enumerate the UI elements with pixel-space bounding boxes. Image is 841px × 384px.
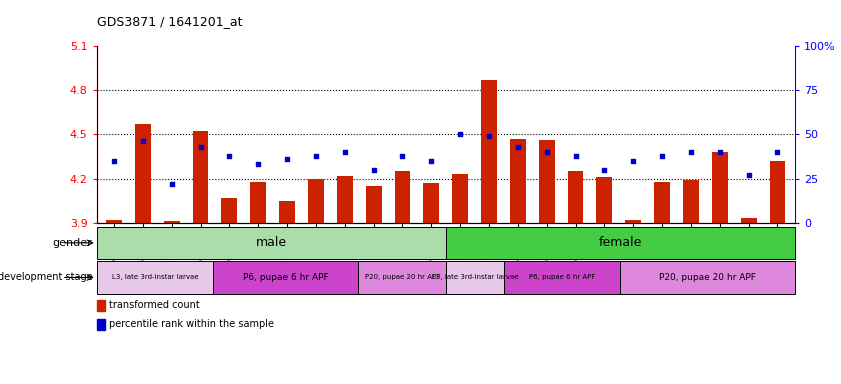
Bar (539, 140, 554, 223)
Point (396, 152, 410, 159)
Point (627, 158, 640, 164)
Bar (221, 198, 237, 223)
Bar (626, 220, 641, 223)
Point (223, 152, 236, 159)
Text: male: male (256, 237, 287, 249)
Point (511, 144, 525, 150)
Bar (510, 139, 526, 223)
Bar (193, 131, 209, 223)
Bar (423, 183, 439, 223)
Bar (481, 80, 497, 223)
Bar (213, 261, 358, 294)
Text: P6, pupae 6 hr APF: P6, pupae 6 hr APF (529, 275, 595, 280)
Point (770, 149, 784, 155)
Bar (337, 175, 352, 223)
Text: P6, pupae 6 hr APF: P6, pupae 6 hr APF (243, 273, 329, 282)
Point (540, 149, 553, 155)
Point (309, 152, 323, 159)
Bar (654, 182, 670, 223)
Bar (620, 261, 795, 294)
Point (655, 152, 669, 159)
Point (338, 149, 352, 155)
Bar (394, 171, 410, 223)
Bar (279, 201, 295, 223)
Bar (135, 124, 151, 223)
Bar (308, 179, 324, 223)
Point (193, 144, 207, 150)
Point (425, 158, 438, 164)
Text: GDS3871 / 1641201_at: GDS3871 / 1641201_at (97, 15, 242, 28)
Bar (446, 227, 795, 259)
Bar (683, 180, 699, 223)
Bar (97, 227, 446, 259)
Bar (770, 161, 785, 223)
Point (136, 138, 150, 144)
Bar (97, 261, 213, 294)
Bar (741, 218, 757, 223)
Point (367, 167, 380, 173)
Point (569, 152, 582, 159)
Point (108, 158, 121, 164)
Point (453, 131, 467, 137)
Bar (711, 152, 727, 223)
Point (251, 161, 265, 167)
Point (742, 172, 755, 178)
Point (685, 149, 698, 155)
Text: P20, pupae 20 hr APF: P20, pupae 20 hr APF (659, 273, 756, 282)
Bar (452, 174, 468, 223)
Bar (97, 319, 105, 330)
Bar (97, 300, 105, 311)
Text: percentile rank within the sample: percentile rank within the sample (109, 319, 274, 329)
Bar (568, 171, 584, 223)
Bar (504, 261, 620, 294)
Bar (106, 220, 122, 223)
Text: female: female (599, 237, 642, 249)
Text: gender: gender (53, 238, 93, 248)
Bar (596, 177, 612, 223)
Bar (358, 261, 446, 294)
Text: development stage: development stage (0, 272, 93, 283)
Point (165, 181, 178, 187)
Point (482, 133, 495, 139)
Bar (164, 221, 180, 223)
Bar (366, 186, 382, 223)
Text: L3, late 3rd-instar larvae: L3, late 3rd-instar larvae (112, 275, 198, 280)
Text: P20, pupae 20 hr APF: P20, pupae 20 hr APF (364, 275, 440, 280)
Point (598, 167, 611, 173)
Point (280, 156, 294, 162)
Point (713, 149, 727, 155)
Text: transformed count: transformed count (109, 300, 199, 310)
Text: L3, late 3rd-instar larvae: L3, late 3rd-instar larvae (431, 275, 518, 280)
Bar (251, 182, 266, 223)
Bar (446, 261, 504, 294)
